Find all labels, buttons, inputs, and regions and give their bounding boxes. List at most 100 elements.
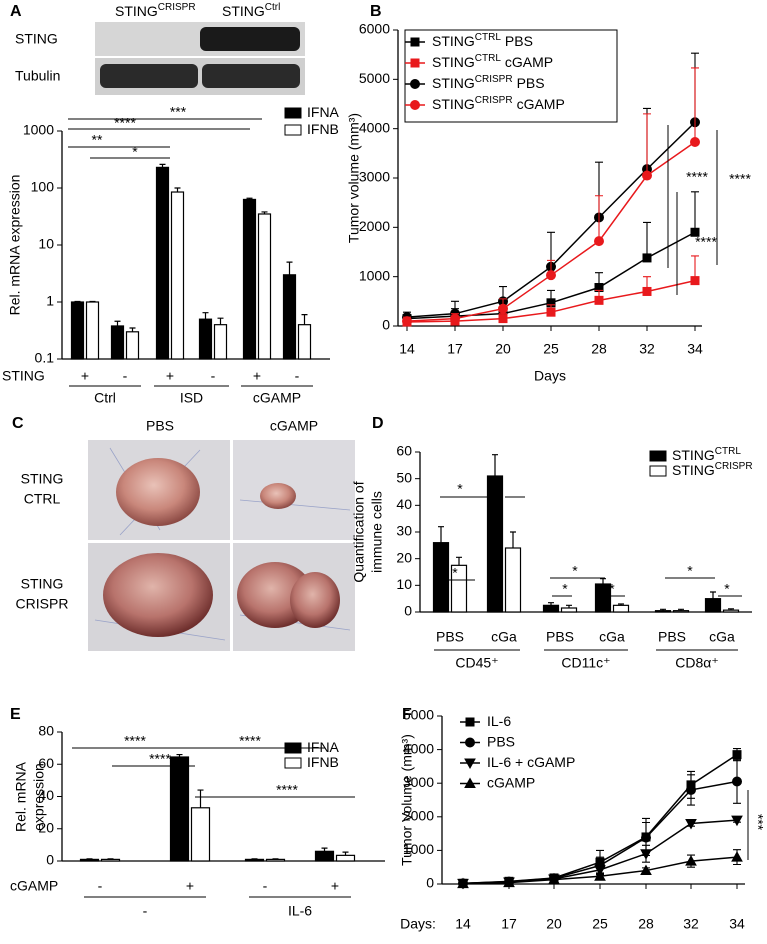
bar	[594, 583, 612, 613]
significance-label: ****	[729, 171, 751, 187]
bar	[257, 213, 272, 360]
x-tick-label: +	[166, 368, 174, 384]
error-bar	[286, 261, 293, 275]
marker	[457, 877, 469, 889]
error-bar	[261, 211, 268, 214]
legend-label: STINGCRISPR	[672, 461, 753, 478]
legend-label-part: CTRL	[475, 53, 502, 64]
x-axis-label: Days	[534, 368, 566, 384]
error-bar	[438, 526, 444, 543]
y-tick-label: 40	[38, 787, 54, 803]
bar	[542, 604, 560, 613]
panel-label: F	[402, 706, 412, 723]
y-tick-label: 10	[396, 576, 412, 592]
marker	[498, 303, 508, 314]
x-tick-label: -	[295, 368, 300, 384]
marker	[503, 876, 515, 888]
photo-column-label: PBS	[146, 418, 174, 434]
legend-label-part: PBS	[487, 733, 515, 749]
legend-marker	[465, 717, 475, 727]
blot-column-header: STINGCtrl	[222, 2, 280, 19]
x-tick-label: +	[331, 878, 339, 894]
marker	[642, 170, 652, 181]
error-bar	[176, 753, 183, 757]
bar	[672, 610, 690, 613]
y-axis-label: Tumor volume (mm³)	[346, 113, 362, 243]
panel-label: B	[370, 3, 382, 20]
y-tick-label: 1	[46, 293, 54, 309]
x-tick-label: 28	[638, 916, 654, 932]
x-tick-label: -	[211, 368, 216, 384]
significance-label: ****	[239, 733, 261, 749]
y-tick-label: 5000	[359, 70, 390, 86]
error-bar	[691, 191, 699, 233]
marker	[685, 855, 697, 866]
group-label: CD8α⁺	[675, 655, 719, 671]
legend-marker	[410, 79, 420, 89]
y-tick-label: 30	[396, 523, 412, 539]
y-axis-label: Tumor Volume (mm³)	[399, 734, 415, 866]
y-tick-label: 3000	[359, 169, 390, 185]
panel-label: E	[10, 706, 21, 723]
legend-swatch	[284, 124, 302, 136]
legend-label-part: IL-6 + cGAMP	[487, 754, 575, 770]
panel-label: C	[12, 415, 24, 432]
legend-label-part: CTRL	[475, 32, 502, 43]
significance-label: ****	[686, 169, 708, 185]
bar	[100, 858, 121, 862]
marker	[546, 270, 556, 281]
x-tick-label: -	[123, 368, 128, 384]
x-tick-label: -	[98, 878, 103, 894]
error-bar	[600, 578, 606, 584]
group-label: ISD	[180, 390, 203, 406]
error-bar	[492, 454, 498, 476]
y-axis-label: expression	[31, 763, 47, 831]
y-tick-label: 2000	[359, 218, 390, 234]
x-tick-label: cGa	[491, 629, 517, 645]
x-tick-label: PBS	[546, 629, 574, 645]
blot-column-header-part: Ctrl	[265, 2, 281, 13]
bar	[85, 301, 100, 360]
y-tick-label: 0	[46, 852, 54, 868]
y-tick-label: 40	[396, 496, 412, 512]
y-axis-label: immune cells	[369, 491, 385, 573]
legend-label: IL-6	[487, 713, 511, 729]
significance-label: **	[92, 132, 103, 148]
y-tick-label: 10	[38, 236, 54, 252]
legend-label-part: IFNA	[307, 739, 340, 755]
series-line	[406, 121, 696, 318]
bar	[314, 850, 335, 862]
photo-row-label: CTRL	[24, 491, 61, 507]
significance-label: ***	[170, 104, 187, 120]
marker	[594, 870, 606, 881]
significance-label: ****	[695, 234, 717, 250]
x-tick-label: 20	[546, 916, 562, 932]
significance-label: ****	[124, 733, 146, 749]
marker	[640, 864, 652, 876]
significance-label: ***	[750, 814, 766, 831]
marker	[641, 832, 651, 843]
legend-marker	[410, 100, 420, 110]
x-tick-label: PBS	[436, 629, 464, 645]
error-bar	[510, 531, 516, 548]
marker	[685, 819, 697, 830]
significance-label: *	[724, 581, 730, 597]
legend-label: IFNA	[307, 104, 340, 120]
legend-swatch	[649, 450, 667, 462]
blot-band	[202, 64, 300, 88]
y-tick-label: 60	[396, 443, 412, 459]
legend-marker	[464, 758, 476, 770]
x-tick-label: PBS	[658, 629, 686, 645]
y-tick-label: 20	[396, 549, 412, 565]
error-bar	[159, 163, 166, 168]
legend-label-part: STING	[432, 75, 475, 91]
y-tick-label: 100	[31, 179, 55, 195]
legend-label: IL-6 + cGAMP	[487, 754, 575, 770]
photo-column-label: cGAMP	[270, 418, 318, 434]
y-axis-label: Rel. mRNA	[13, 761, 29, 832]
bar	[70, 301, 85, 360]
bar	[265, 858, 286, 862]
panel-label: D	[372, 415, 384, 432]
y-tick-label: 4000	[359, 119, 390, 135]
